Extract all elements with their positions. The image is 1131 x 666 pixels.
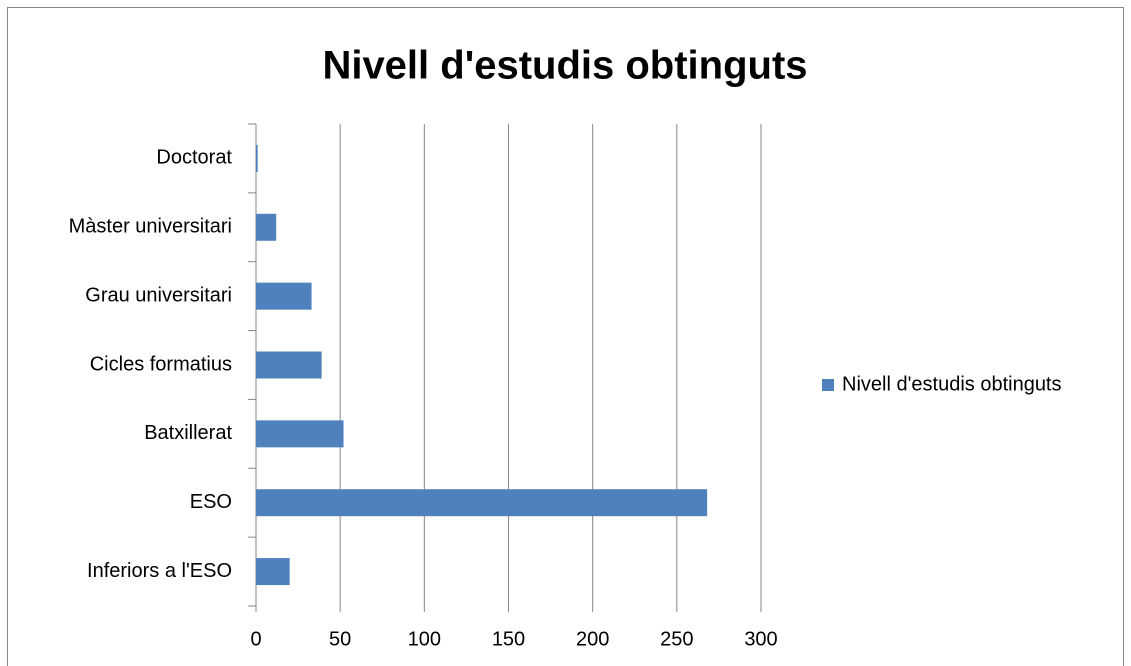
chart-frame bbox=[7, 7, 1124, 666]
x-tick-label: 100 bbox=[408, 628, 441, 650]
bar bbox=[256, 282, 312, 310]
legend-label: Nivell d'estudis obtinguts bbox=[842, 373, 1062, 395]
bar bbox=[256, 351, 322, 379]
y-tick-label: Grau universitari bbox=[85, 284, 232, 306]
y-tick-label: Màster universitari bbox=[69, 216, 232, 238]
x-tick-label: 300 bbox=[744, 628, 777, 650]
bar bbox=[256, 144, 258, 172]
bar bbox=[256, 558, 290, 586]
y-tick-label: Doctorat bbox=[156, 147, 232, 169]
x-tick-label: 0 bbox=[250, 628, 261, 650]
x-tick-label: 200 bbox=[576, 628, 609, 650]
y-tick-label: ESO bbox=[190, 491, 232, 513]
y-tick-label: Inferiors a l'ESO bbox=[87, 560, 232, 582]
y-tick-label: Batxillerat bbox=[144, 422, 232, 444]
chart-title: Nivell d'estudis obtinguts bbox=[322, 44, 807, 88]
bar bbox=[256, 213, 277, 241]
x-tick-label: 50 bbox=[329, 628, 351, 650]
legend-swatch bbox=[822, 379, 834, 391]
bar bbox=[256, 489, 708, 517]
bar bbox=[256, 420, 344, 448]
x-tick-label: 250 bbox=[660, 628, 693, 650]
y-tick-label: Cicles formatius bbox=[90, 353, 232, 375]
x-tick-label: 150 bbox=[492, 628, 525, 650]
